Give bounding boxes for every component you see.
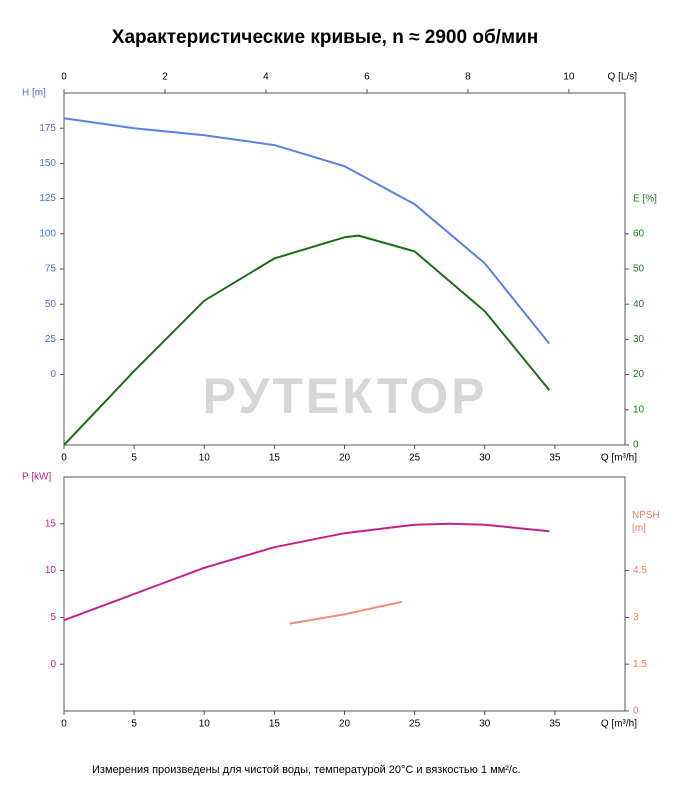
y2-axis-label: NPSH [m] xyxy=(632,510,660,534)
footnote: Измерения произведены для чистой воды, т… xyxy=(92,764,521,776)
x2-tick-label: 2 xyxy=(162,72,168,83)
y-tick-label: 0 xyxy=(50,369,56,380)
x-tick-label: 5 xyxy=(131,719,137,730)
x-tick-label: 15 xyxy=(269,719,281,730)
x2-tick-label: 0 xyxy=(61,72,67,83)
curve xyxy=(63,522,550,622)
chart-title: Характеристические кривые, n ≈ 2900 об/м… xyxy=(112,27,538,48)
y2-tick-label: 60 xyxy=(633,228,645,239)
x-tick-label: 35 xyxy=(549,453,561,464)
y-tick-label: 125 xyxy=(39,193,56,204)
x-tick-label: 25 xyxy=(409,719,421,730)
x-axis-label: Q [m³/h] xyxy=(601,719,637,730)
y-tick-label: 10 xyxy=(45,565,57,576)
x-tick-label: 10 xyxy=(199,719,211,730)
x-tick-label: 30 xyxy=(479,719,491,730)
x-tick-label: 35 xyxy=(549,719,561,730)
y2-tick-label: 10 xyxy=(633,404,645,415)
x2-tick-label: 6 xyxy=(364,72,370,83)
x-tick-label: 0 xyxy=(61,453,67,464)
x-tick-label: 0 xyxy=(61,719,67,730)
y2-tick-label: 0 xyxy=(633,440,639,451)
x2-tick-label: 10 xyxy=(563,72,575,83)
y2-tick-label: 0 xyxy=(633,706,639,717)
y2-tick-label: 4.5 xyxy=(633,565,647,576)
y-tick-label: 50 xyxy=(45,299,57,310)
x-tick-label: 20 xyxy=(339,453,351,464)
y-axis-label: P [kW] xyxy=(22,472,51,483)
y2-tick-label: 40 xyxy=(633,299,645,310)
y-tick-label: 25 xyxy=(45,334,57,345)
x-tick-label: 15 xyxy=(269,453,281,464)
y2-tick-label: 50 xyxy=(633,264,645,275)
y2-tick-label: 3 xyxy=(633,612,639,623)
y2-tick-label: 1.5 xyxy=(633,659,647,670)
x-tick-label: 5 xyxy=(131,453,137,464)
y-tick-label: 15 xyxy=(45,518,57,529)
y-tick-label: 75 xyxy=(45,264,57,275)
curve xyxy=(289,600,403,625)
y-tick-label: 100 xyxy=(39,228,56,239)
curve xyxy=(63,117,551,345)
y-tick-label: 150 xyxy=(39,158,56,169)
x-tick-label: 25 xyxy=(409,453,421,464)
y-tick-label: 0 xyxy=(50,659,56,670)
x-tick-label: 30 xyxy=(479,453,491,464)
x2-axis-label: Q [L/s] xyxy=(608,72,638,83)
y-tick-label: 175 xyxy=(39,123,56,134)
y-tick-label: 5 xyxy=(50,612,56,623)
y2-tick-label: 30 xyxy=(633,334,645,345)
x2-tick-label: 8 xyxy=(465,72,471,83)
x-axis-label: Q [m³/h] xyxy=(601,453,637,464)
curve xyxy=(63,234,551,446)
y2-tick-label: 20 xyxy=(633,369,645,380)
x2-tick-label: 4 xyxy=(263,72,269,83)
y2-axis-label: E [%] xyxy=(633,194,657,205)
watermark: РУТЕКТОР xyxy=(203,368,488,424)
x-tick-label: 20 xyxy=(339,719,351,730)
x-tick-label: 10 xyxy=(199,453,211,464)
plot-frame xyxy=(63,476,626,712)
y-axis-label: H [m] xyxy=(22,88,46,99)
